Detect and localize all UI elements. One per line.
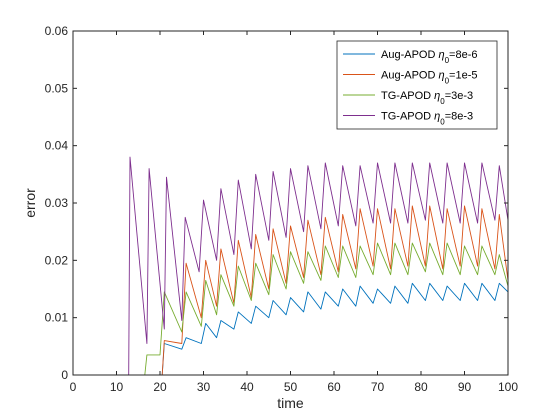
x-tick-label: 100 <box>498 380 518 394</box>
y-tick-label: 0.05 <box>45 81 69 95</box>
y-tick-label: 0.04 <box>45 139 69 153</box>
legend-box <box>336 40 498 130</box>
y-tick-label: 0.03 <box>45 196 69 210</box>
x-tick-label: 70 <box>371 380 385 394</box>
x-tick-label: 10 <box>110 380 124 394</box>
x-tick-label: 60 <box>327 380 341 394</box>
series-line-2 <box>73 205 509 376</box>
y-axis-label: error <box>22 188 38 218</box>
legend-entry: TG-APOD η0=8e-3 <box>381 111 473 127</box>
legend-entry: TG-APOD η0=3e-3 <box>381 90 473 106</box>
y-tick-label: 0.02 <box>45 253 69 267</box>
x-axis-label: time <box>277 395 304 411</box>
y-tick-label: 0.01 <box>45 311 69 325</box>
x-tick-label: 30 <box>197 380 211 394</box>
x-tick-label: 80 <box>414 380 428 394</box>
y-axis: 0 0.01 0.02 0.03 0.04 0.05 0.06 <box>45 24 508 382</box>
x-tick-label: 0 <box>70 380 77 394</box>
legend-entry: Aug-APOD η0=8e-6 <box>381 49 477 65</box>
legend: Aug-APOD η0=8e-6 Aug-APOD η0=1e-5 TG-APOD … <box>336 40 498 130</box>
series-layer <box>73 156 509 376</box>
legend-entry: Aug-APOD η0=1e-5 <box>381 70 477 86</box>
x-tick-label: 90 <box>458 380 472 394</box>
x-tick-label: 50 <box>284 380 298 394</box>
y-tick-label: 0.06 <box>45 24 69 38</box>
series-line-1 <box>73 282 509 376</box>
y-tick-label: 0 <box>61 368 68 382</box>
x-tick-label: 40 <box>240 380 254 394</box>
x-axis: 0 10 20 30 40 50 60 70 80 90 100 <box>70 31 518 394</box>
series-line-3 <box>73 242 509 376</box>
series-line-4 <box>73 156 509 376</box>
x-tick-label: 20 <box>153 380 167 394</box>
